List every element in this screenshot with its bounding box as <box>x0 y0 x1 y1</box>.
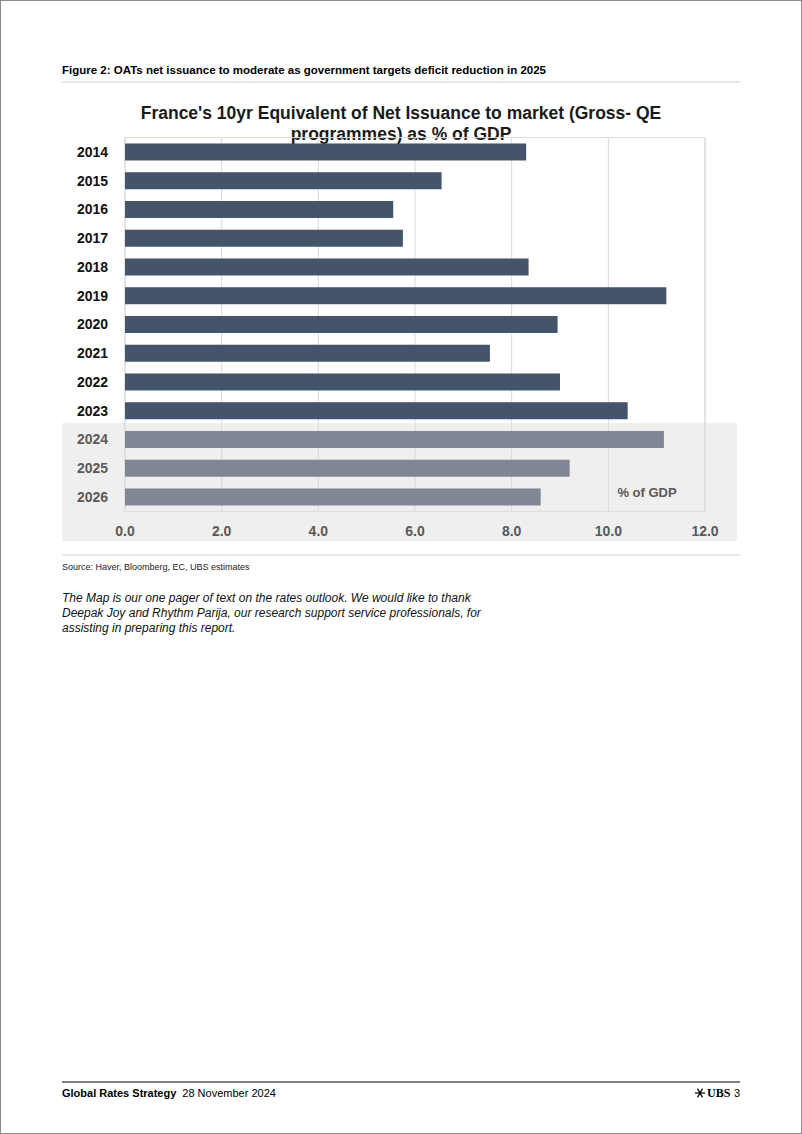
note-line: The Map is our one pager of text on the … <box>62 591 472 605</box>
category-label: 2018 <box>77 259 108 275</box>
category-label: 2023 <box>77 403 108 419</box>
bar <box>125 460 570 477</box>
bar <box>125 230 403 247</box>
note-line: assisting in preparing this report. <box>62 621 235 635</box>
grid-line <box>705 138 706 512</box>
logo-icon <box>695 1089 705 1098</box>
source: Source: Haver, Bloomberg, EC, UBS estima… <box>62 562 250 572</box>
bar <box>125 287 666 304</box>
bar <box>125 201 393 218</box>
bar <box>125 402 628 419</box>
chart-rule <box>62 555 740 556</box>
plot-frame <box>125 138 705 512</box>
category-label: 2014 <box>77 144 108 160</box>
category-label: 2025 <box>77 460 108 476</box>
x-tick-label: 12.0 <box>691 523 718 539</box>
chart-title-line: programmes) as % of GDP <box>291 124 512 144</box>
category-label: 2017 <box>77 230 108 246</box>
footer-page: 3 <box>734 1087 740 1099</box>
bars <box>125 143 666 505</box>
bar <box>125 143 526 160</box>
footer-date: 28 November 2024 <box>182 1087 276 1099</box>
category-label: 2021 <box>77 345 108 361</box>
x-tick-label: 10.0 <box>595 523 622 539</box>
figure-caption: Figure 2: OATs net issuance to moderate … <box>62 64 547 76</box>
note-line: Deepak Joy and Rhythm Parija, our resear… <box>62 606 482 620</box>
x-tick-label: 8.0 <box>502 523 522 539</box>
bar <box>125 431 664 448</box>
page-border <box>1 1 802 1134</box>
category-label: 2020 <box>77 316 108 332</box>
x-tick-label: 0.0 <box>115 523 135 539</box>
category-label: 2016 <box>77 201 108 217</box>
note: The Map is our one pager of text on the … <box>62 591 482 635</box>
footer-brand: UBS <box>707 1086 731 1100</box>
x-axis-label: % of GDP <box>617 485 677 500</box>
footer-title: Global Rates Strategy <box>62 1087 177 1099</box>
bar <box>125 258 529 275</box>
category-label: 2015 <box>77 173 108 189</box>
bar <box>125 316 558 333</box>
chart-title-line: France's 10yr Equivalent of Net Issuance… <box>141 103 662 123</box>
category-label: 2026 <box>77 489 108 505</box>
category-label: 2019 <box>77 288 108 304</box>
category-label: 2022 <box>77 374 108 390</box>
page: Figure 2: OATs net issuance to moderate … <box>0 0 802 1134</box>
bar <box>125 373 560 390</box>
bar <box>125 172 442 189</box>
forecast-shading <box>62 423 737 541</box>
footer-rule <box>62 1082 740 1083</box>
x-tick-label: 2.0 <box>212 523 232 539</box>
caption-rule <box>62 82 740 83</box>
footer-left: Global Rates Strategy 28 November 2024 <box>62 1087 276 1099</box>
grid-line <box>608 138 609 512</box>
bar <box>125 488 541 505</box>
category-label: 2024 <box>77 431 108 447</box>
x-tick-label: 4.0 <box>309 523 329 539</box>
logo-stroke <box>698 1089 703 1098</box>
logo-stroke <box>698 1089 703 1098</box>
x-tick-label: 6.0 <box>405 523 425 539</box>
bar <box>125 345 490 362</box>
